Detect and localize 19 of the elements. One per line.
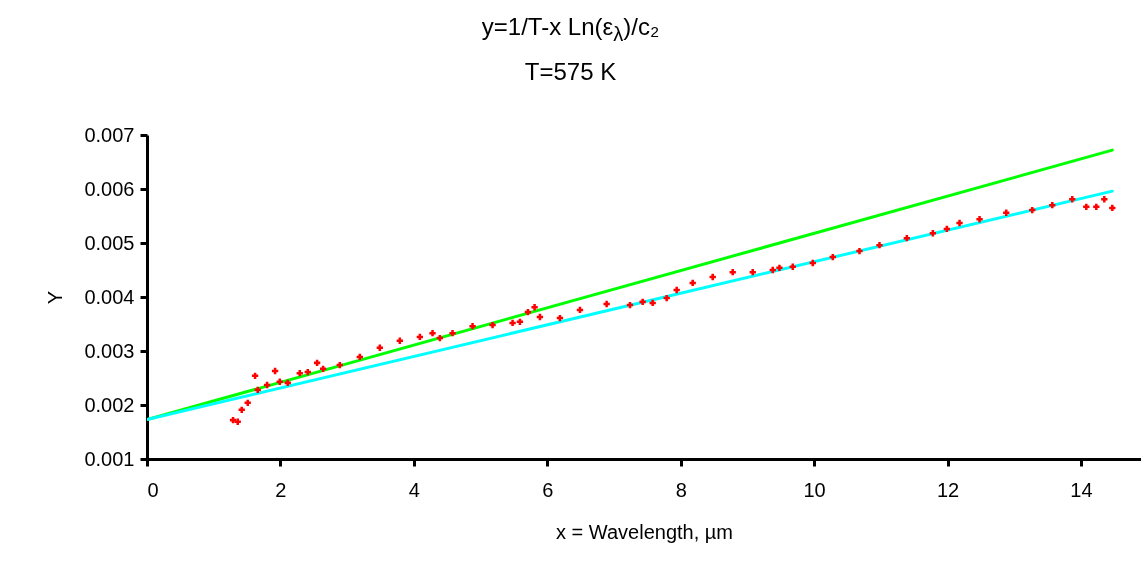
x-axis-title: x = Wavelength, µm xyxy=(556,520,733,543)
y-tick-label: 0.005 xyxy=(84,231,135,254)
x-tick-label: 2 xyxy=(275,478,287,501)
chart-subtitle: T=575 K xyxy=(523,56,618,87)
y-tick-label: 0.001 xyxy=(84,447,135,470)
x-tick-label: 8 xyxy=(675,478,687,501)
y-axis-title: Y xyxy=(44,290,67,305)
y-tick-label: 0.004 xyxy=(84,285,135,308)
chart-title: y=1/T-x Ln(ε$_{λ}$)/c₂ xyxy=(480,12,661,47)
x-tick-label: 14 xyxy=(1070,478,1093,501)
x-tick-label: 4 xyxy=(408,478,420,501)
y-tick-label: 0.003 xyxy=(84,339,135,362)
y-tick-label: 0.007 xyxy=(84,123,135,146)
x-tick-label: 0 xyxy=(147,478,159,501)
x-tick-label: 6 xyxy=(542,478,554,501)
y-tick-label: 0.006 xyxy=(84,177,135,200)
x-tick-label: 12 xyxy=(936,478,960,501)
y-tick-label: 0.002 xyxy=(84,393,135,416)
x-tick-label: 10 xyxy=(803,478,826,501)
